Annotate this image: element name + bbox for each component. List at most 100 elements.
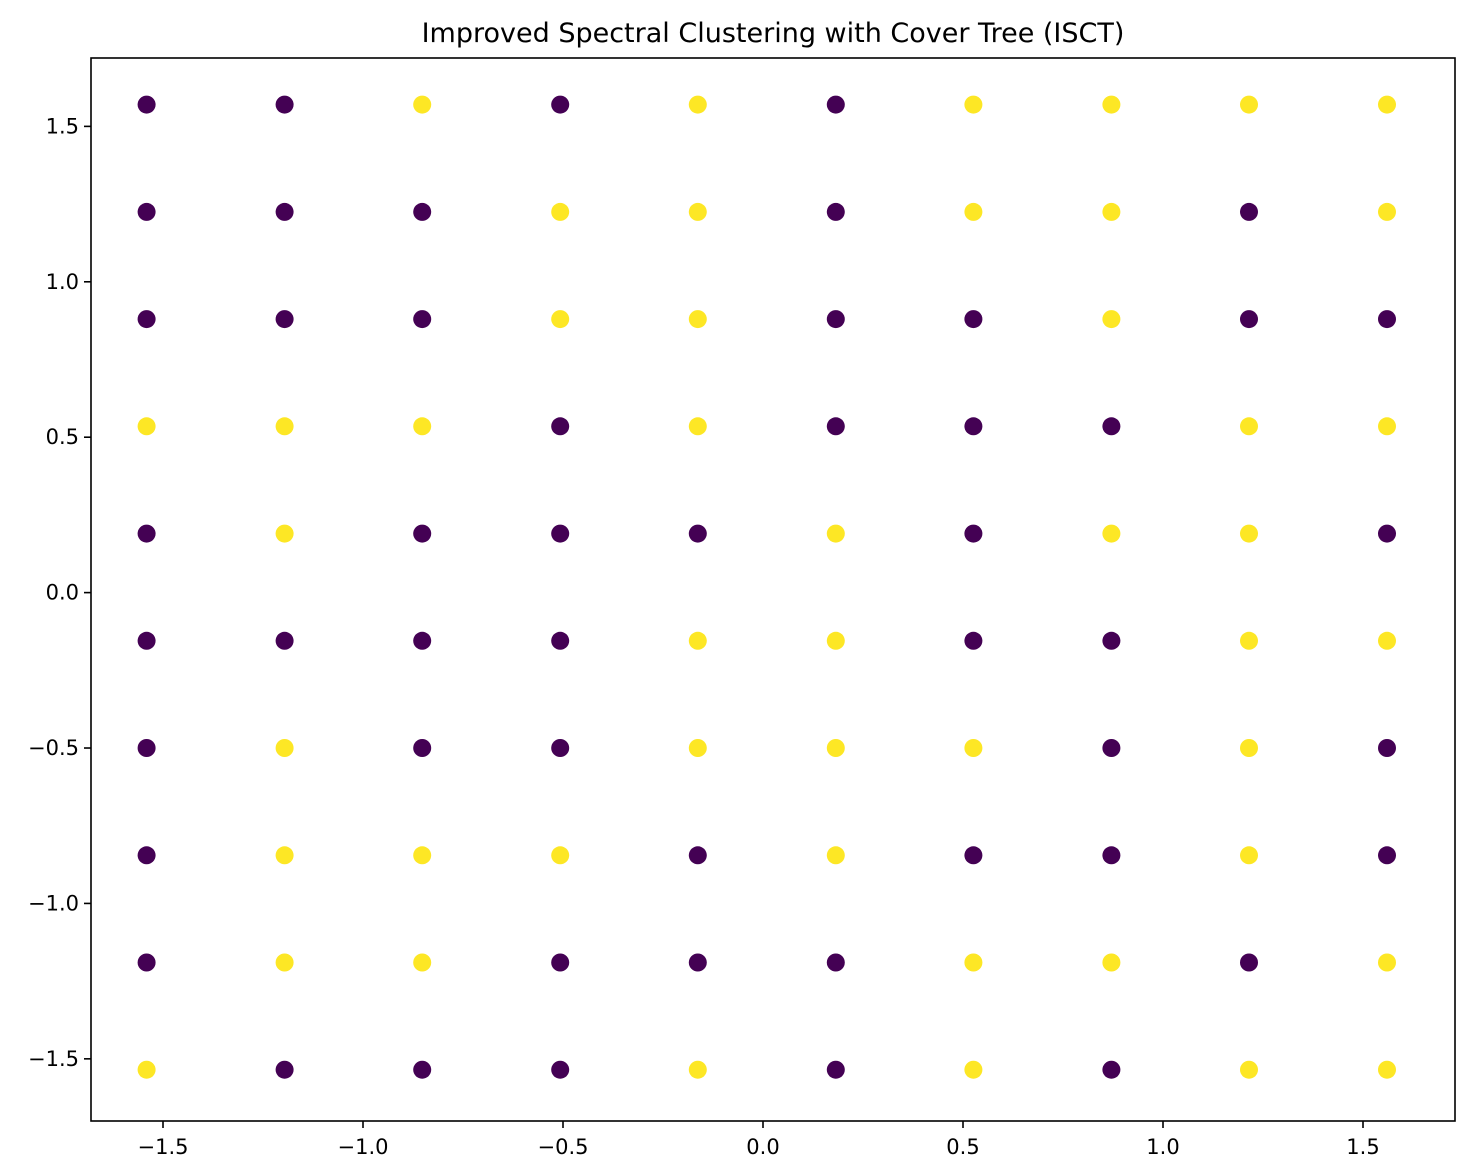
y-tick-label: 0.5: [46, 425, 79, 449]
data-point: [1378, 631, 1396, 650]
data-point: [1240, 846, 1258, 865]
data-point: [1378, 202, 1396, 221]
plot-frame: [90, 57, 1456, 1122]
data-point: [964, 202, 983, 221]
data-point: [964, 1060, 983, 1079]
y-tick-label: 1.5: [46, 114, 79, 138]
data-point: [826, 1060, 845, 1079]
x-tick-label: −1.0: [338, 1135, 389, 1159]
data-point: [1102, 202, 1121, 221]
data-point: [1102, 739, 1121, 757]
data-point: [688, 953, 707, 972]
data-point: [275, 95, 294, 114]
x-tick-label: 0.0: [746, 1135, 779, 1159]
data-point: [551, 417, 570, 436]
x-tick-label: 0.5: [946, 1135, 979, 1159]
data-point: [1102, 953, 1121, 972]
data-point: [275, 1060, 294, 1079]
data-point: [688, 310, 707, 329]
data-point: [413, 1060, 432, 1079]
data-point: [1378, 524, 1396, 543]
data-point: [413, 739, 432, 757]
data-point: [688, 846, 707, 865]
data-point: [1102, 417, 1121, 436]
data-point: [688, 631, 707, 650]
data-point: [413, 202, 432, 221]
data-point: [1102, 631, 1121, 650]
data-point: [1240, 417, 1258, 436]
data-point: [551, 202, 570, 221]
data-point: [964, 953, 983, 972]
points-group: [137, 95, 1396, 1079]
data-point: [1240, 95, 1258, 114]
data-point: [137, 953, 156, 972]
data-point: [826, 95, 845, 114]
data-point: [137, 631, 156, 650]
y-tick-label: −1.5: [28, 1047, 79, 1071]
data-point: [964, 310, 983, 329]
data-point: [1102, 310, 1121, 329]
data-point: [964, 524, 983, 543]
data-point: [275, 310, 294, 329]
data-point: [413, 95, 432, 114]
data-point: [275, 202, 294, 221]
data-point: [1378, 1060, 1396, 1079]
data-point: [137, 310, 156, 329]
data-point: [551, 1060, 570, 1079]
data-point: [1240, 631, 1258, 650]
x-tick-label: 1.5: [1346, 1135, 1379, 1159]
data-point: [1102, 95, 1121, 114]
y-tick-label: 0.0: [46, 581, 79, 605]
y-tick-label: −1.0: [28, 891, 79, 915]
data-point: [1378, 95, 1396, 114]
data-point: [688, 1060, 707, 1079]
data-point: [1240, 953, 1258, 972]
data-point: [137, 95, 156, 114]
data-point: [275, 417, 294, 436]
data-point: [551, 846, 570, 865]
data-point: [964, 95, 983, 114]
data-point: [688, 95, 707, 114]
data-point: [137, 739, 156, 757]
data-point: [413, 417, 432, 436]
data-point: [275, 739, 294, 757]
x-axis: −1.5 −1.0 −0.5 0.0 0.5 1.0 1.5: [138, 1121, 1380, 1159]
data-point: [826, 417, 845, 436]
data-point: [275, 953, 294, 972]
data-point: [826, 739, 845, 757]
data-point: [1240, 202, 1258, 221]
data-point: [688, 524, 707, 543]
data-point: [551, 739, 570, 757]
data-point: [826, 631, 845, 650]
data-point: [413, 310, 432, 329]
data-point: [413, 953, 432, 972]
data-point: [1240, 1060, 1258, 1079]
data-point: [137, 846, 156, 865]
data-point: [688, 739, 707, 757]
data-point: [1240, 739, 1258, 757]
data-point: [826, 953, 845, 972]
data-point: [1378, 739, 1396, 757]
data-point: [688, 417, 707, 436]
data-point: [275, 524, 294, 543]
data-point: [137, 417, 156, 436]
data-point: [551, 524, 570, 543]
chart-title: Improved Spectral Clustering with Cover …: [422, 18, 1125, 49]
data-point: [413, 524, 432, 543]
data-point: [137, 202, 156, 221]
data-point: [964, 739, 983, 757]
data-point: [964, 631, 983, 650]
data-point: [551, 310, 570, 329]
data-point: [1240, 524, 1258, 543]
x-tick-label: −1.5: [138, 1135, 189, 1159]
data-point: [826, 202, 845, 221]
data-point: [137, 524, 156, 543]
data-point: [413, 846, 432, 865]
data-point: [1378, 310, 1396, 329]
data-point: [1102, 1060, 1121, 1079]
y-tick-label: 1.0: [46, 270, 79, 294]
data-point: [551, 953, 570, 972]
data-point: [1102, 846, 1121, 865]
data-point: [964, 417, 983, 436]
